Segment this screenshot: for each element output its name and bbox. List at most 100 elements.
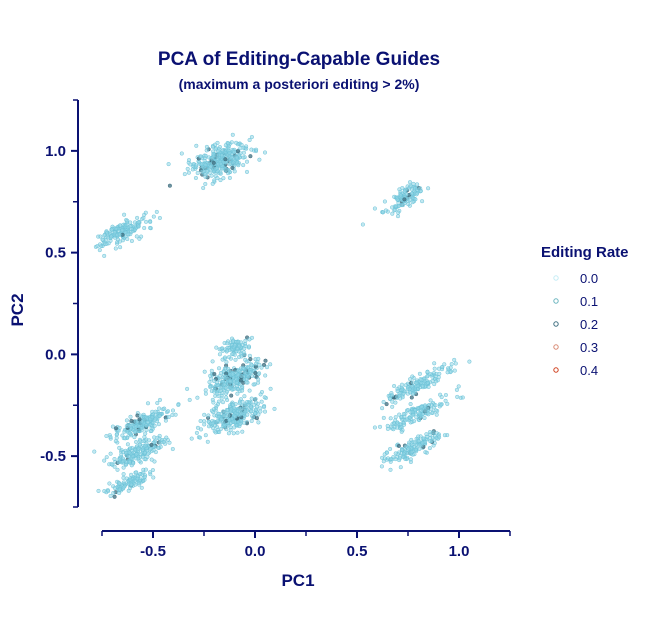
data-point bbox=[393, 451, 398, 456]
data-point bbox=[204, 169, 210, 174]
data-point bbox=[121, 485, 126, 490]
data-point bbox=[112, 456, 117, 462]
data-point bbox=[123, 436, 128, 441]
legend-title: Editing Rate bbox=[541, 244, 629, 261]
data-point bbox=[218, 161, 223, 167]
data-point bbox=[209, 173, 214, 178]
data-point bbox=[182, 172, 187, 177]
data-point bbox=[262, 404, 267, 410]
data-point bbox=[379, 464, 384, 469]
data-point bbox=[226, 355, 232, 360]
data-point bbox=[238, 378, 243, 383]
data-point bbox=[218, 178, 223, 183]
data-point bbox=[243, 343, 248, 349]
data-point bbox=[384, 402, 389, 407]
data-point bbox=[414, 192, 419, 197]
data-point bbox=[433, 403, 438, 408]
data-point bbox=[230, 132, 235, 137]
data-point bbox=[417, 411, 422, 416]
data-point bbox=[395, 394, 400, 399]
legend-label: 0.4 bbox=[580, 363, 598, 378]
data-point bbox=[117, 239, 122, 244]
chart-subtitle: (maximum a posteriori editing > 2%) bbox=[179, 76, 420, 92]
data-point bbox=[195, 425, 201, 430]
data-point bbox=[445, 370, 450, 375]
data-point bbox=[247, 388, 252, 393]
data-point bbox=[388, 446, 393, 452]
data-point bbox=[417, 446, 422, 451]
data-point bbox=[128, 414, 133, 419]
data-point bbox=[221, 409, 226, 414]
data-point bbox=[390, 211, 395, 216]
data-point bbox=[217, 352, 222, 357]
data-point bbox=[203, 391, 208, 396]
data-point bbox=[218, 170, 223, 175]
data-point bbox=[380, 406, 385, 411]
data-point bbox=[143, 467, 148, 472]
data-point bbox=[231, 160, 236, 165]
data-point bbox=[235, 347, 240, 352]
data-point bbox=[105, 230, 110, 235]
data-point bbox=[148, 225, 153, 230]
data-point bbox=[454, 387, 459, 392]
data-point bbox=[125, 236, 130, 242]
data-point bbox=[137, 236, 142, 241]
data-point bbox=[163, 418, 168, 423]
data-point bbox=[417, 442, 422, 448]
data-point bbox=[197, 435, 203, 440]
data-point bbox=[128, 446, 133, 451]
y-tick-label: 1.0 bbox=[45, 143, 66, 160]
y-tick-label: 0.0 bbox=[45, 346, 66, 363]
data-point bbox=[397, 412, 402, 417]
data-point bbox=[241, 365, 246, 371]
data-point bbox=[224, 168, 229, 173]
data-point bbox=[420, 199, 425, 204]
data-point bbox=[437, 435, 442, 440]
data-point bbox=[244, 380, 249, 385]
data-point bbox=[151, 214, 156, 219]
data-point bbox=[430, 430, 435, 435]
data-point bbox=[442, 362, 447, 367]
data-point bbox=[210, 359, 215, 364]
data-point bbox=[235, 149, 240, 154]
data-point bbox=[407, 415, 413, 420]
data-point bbox=[389, 424, 394, 429]
data-point bbox=[145, 420, 150, 425]
data-point bbox=[221, 413, 226, 418]
data-point bbox=[428, 439, 433, 444]
data-point bbox=[393, 204, 398, 209]
data-point bbox=[115, 232, 120, 237]
data-point bbox=[252, 411, 258, 416]
data-point bbox=[150, 409, 155, 414]
data-point bbox=[395, 197, 400, 202]
data-point bbox=[254, 416, 259, 421]
data-point bbox=[402, 422, 407, 427]
data-point bbox=[411, 380, 416, 385]
data-point bbox=[117, 481, 122, 486]
data-point bbox=[109, 227, 114, 232]
data-point bbox=[194, 163, 199, 168]
data-point bbox=[102, 233, 107, 238]
data-point bbox=[149, 442, 154, 447]
data-point bbox=[391, 420, 396, 426]
data-point bbox=[246, 344, 252, 349]
data-point bbox=[268, 362, 273, 367]
data-point bbox=[166, 162, 171, 167]
data-point bbox=[413, 197, 418, 202]
data-point bbox=[193, 175, 198, 181]
data-point bbox=[134, 452, 139, 457]
data-point bbox=[112, 494, 117, 499]
data-point bbox=[188, 162, 193, 167]
data-point bbox=[113, 426, 119, 431]
data-point bbox=[402, 197, 407, 202]
data-point bbox=[106, 489, 111, 494]
data-point bbox=[215, 402, 221, 407]
data-point bbox=[202, 419, 207, 424]
data-point bbox=[227, 150, 232, 156]
data-point bbox=[244, 146, 249, 151]
data-point bbox=[426, 384, 431, 389]
data-point bbox=[112, 464, 117, 469]
data-point bbox=[125, 218, 130, 223]
data-point bbox=[124, 222, 129, 227]
data-point bbox=[148, 219, 153, 224]
